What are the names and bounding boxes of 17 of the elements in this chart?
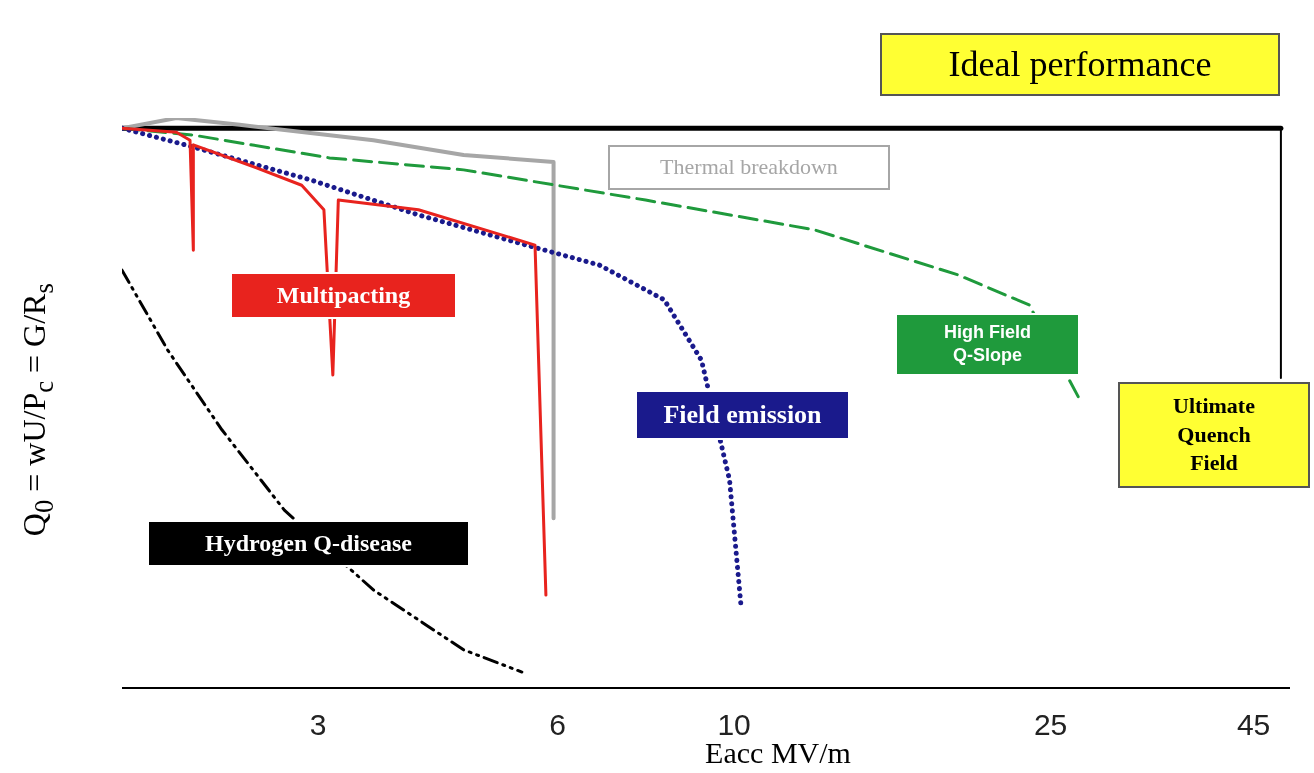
series-label: High Field Q-Slope: [944, 322, 1031, 366]
x-tick-label: 3: [309, 708, 327, 742]
label-box: Hydrogen Q-disease: [147, 520, 470, 568]
series-label: Ideal performance: [948, 44, 1212, 84]
series-label: Multipacting: [276, 282, 411, 308]
series-label: Ultimate Quench Field: [1173, 393, 1255, 476]
x-tick-label: 6: [549, 708, 566, 742]
label-box: High Field Q-Slope: [895, 313, 1080, 376]
x-tick-label: 25: [1033, 708, 1068, 742]
label-box: Ideal performance: [880, 33, 1280, 96]
series-label: Hydrogen Q-disease: [205, 530, 412, 556]
label-box: Ultimate Quench Field: [1118, 382, 1310, 488]
label-box: Multipacting: [230, 272, 457, 320]
label-box: Field emission: [635, 390, 850, 440]
series-label: Field emission: [663, 400, 822, 429]
label-box: Thermal breakdown: [608, 145, 890, 190]
x-tick-label: 45: [1236, 708, 1271, 742]
